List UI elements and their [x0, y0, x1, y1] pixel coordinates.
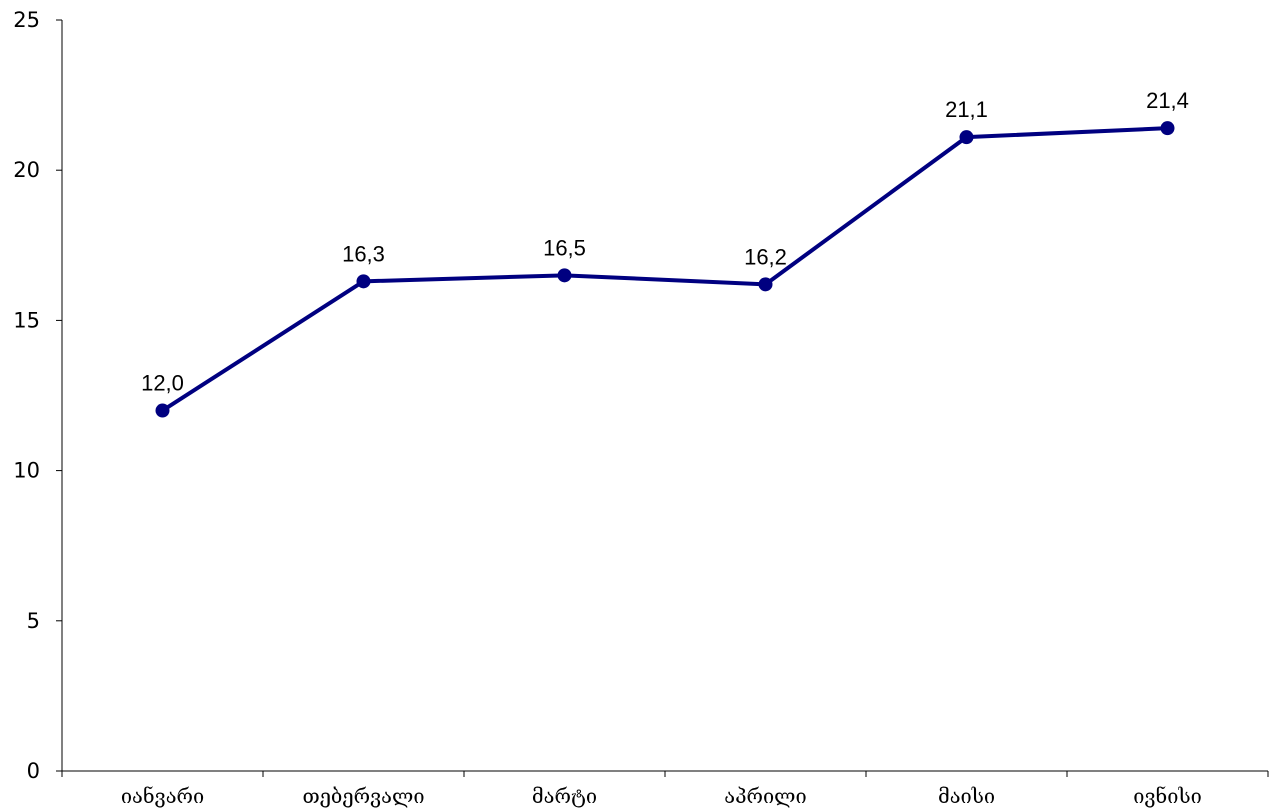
y-tick-label: 10 — [13, 459, 40, 483]
data-point-marker — [959, 130, 974, 145]
x-axis-ticks: იანვარი თებერვალი მარტი აპრილი მაისი ივნისი — [61, 771, 1269, 808]
data-label: 21,4 — [1146, 88, 1189, 113]
y-tick-label: 25 — [13, 8, 40, 32]
x-category-label: აპრილი — [724, 784, 806, 808]
x-category-label: ივნისი — [1133, 784, 1202, 808]
y-tick-label: 20 — [13, 158, 40, 182]
x-category-label: იანვარი — [121, 784, 204, 808]
plot-area: 0 5 10 15 20 25 იანვარი თებერვალი მარტი აპრილი მა… — [13, 8, 1269, 808]
data-point-marker — [758, 277, 773, 292]
y-tick-label: 5 — [27, 609, 40, 633]
data-point-marker — [356, 274, 371, 289]
data-label: 16,2 — [744, 244, 787, 269]
data-label: 12,0 — [141, 371, 184, 396]
y-tick-label: 0 — [27, 759, 40, 783]
x-category-label: მარტი — [532, 784, 597, 808]
x-category-label: მაისი — [938, 784, 995, 808]
data-point-marker — [1160, 121, 1175, 136]
data-label: 21,1 — [945, 97, 988, 122]
data-point-marker — [155, 403, 170, 418]
data-point-marker — [557, 268, 572, 283]
series-line — [161, 126, 1168, 413]
data-label: 16,5 — [543, 235, 586, 260]
data-labels-layer: 12,0 16,3 16,5 16,2 21,1 21,4 — [141, 88, 1189, 395]
y-tick-label: 15 — [13, 308, 40, 332]
series-layer — [155, 121, 1175, 418]
data-label: 16,3 — [342, 241, 385, 266]
y-axis-ticks: 0 5 10 15 20 25 — [13, 8, 62, 783]
x-category-label: თებერვალი — [302, 784, 424, 808]
